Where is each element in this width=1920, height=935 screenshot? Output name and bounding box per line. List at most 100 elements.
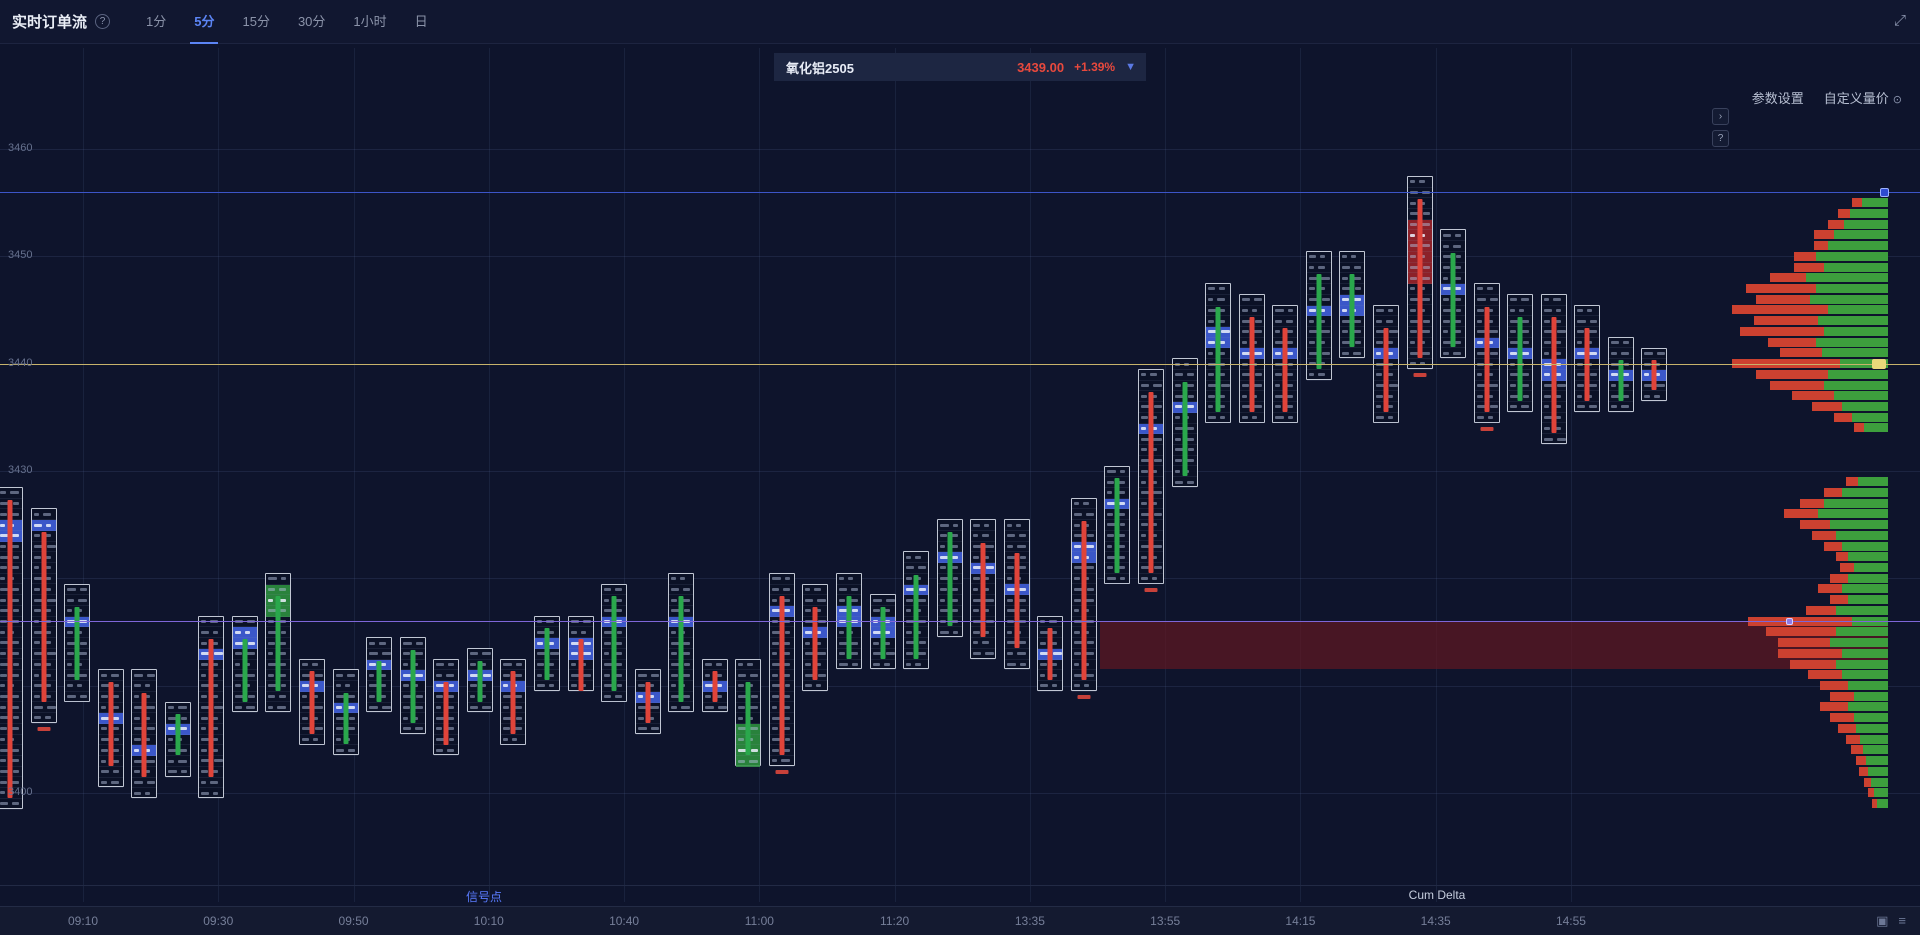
ask-volume-text [1353, 351, 1362, 355]
ask-volume-text [42, 512, 51, 516]
ask-volume-text [1251, 416, 1257, 420]
bid-volume-text [1308, 255, 1316, 259]
bid-volume-text [268, 705, 274, 709]
ask-volume-text [614, 673, 623, 677]
bid-volume-text [369, 641, 376, 645]
ask-volume-text [780, 598, 790, 602]
footprint-row [333, 745, 358, 757]
bid-volume-text [839, 630, 844, 634]
bid-volume-text [939, 566, 946, 570]
ask-volume-text [1454, 265, 1462, 269]
sell-volume-bar [1770, 273, 1806, 283]
custom-volume-price-button[interactable]: 自定义量价 ⊙ [1824, 88, 1902, 107]
bid-volume-text [1476, 416, 1484, 420]
panel-help-button[interactable]: ? [1712, 130, 1729, 147]
ask-volume-text [1287, 394, 1294, 398]
bid-volume-text [402, 695, 412, 699]
ask-volume-text [1152, 523, 1158, 527]
footprint-row [65, 692, 90, 703]
help-icon[interactable]: ? [95, 14, 111, 29]
volume-profile-row [1780, 348, 1888, 358]
ask-volume-text [580, 630, 586, 634]
menu-icon[interactable]: ≡ [1898, 913, 1906, 928]
ask-volume-text [650, 727, 659, 731]
ask-volume-text [1521, 405, 1530, 409]
ask-volume-text [1118, 534, 1126, 538]
buy-volume-bar [1824, 380, 1888, 390]
tab-interval-5[interactable]: 日 [414, 13, 428, 29]
ask-volume-text [80, 641, 88, 645]
ask-volume-text [848, 577, 853, 581]
ask-volume-text [10, 598, 19, 602]
ask-volume-text [1217, 405, 1226, 409]
tab-interval-1[interactable]: 5分 [190, 0, 219, 44]
top-bar: 实时订单流 ? 1分 5分 15分 30分 1小时日 ⤢ [0, 0, 1920, 44]
ask-volume-text [948, 598, 958, 602]
bid-volume-text [167, 716, 177, 720]
bid-volume-text [201, 780, 207, 784]
bid-volume-text [134, 727, 144, 731]
bid-volume-text [637, 716, 644, 720]
bid-volume-text [469, 663, 476, 667]
footprint-row [266, 584, 291, 596]
bid-volume-text [1174, 459, 1182, 463]
ask-volume-text [649, 705, 659, 709]
collapse-panel-button[interactable]: › [1712, 108, 1729, 125]
bid-volume-text [1174, 384, 1181, 388]
ask-volume-text [415, 641, 423, 645]
sell-volume-bar [1824, 487, 1842, 497]
orderflow-chart[interactable]: 3460 3450 3440 3430 3400 [0, 44, 1920, 906]
volume-profile-row [1770, 273, 1888, 283]
ask-volume-text [750, 727, 759, 731]
snapshot-icon[interactable]: ▣ [1876, 913, 1889, 928]
bid-volume-text [1241, 394, 1247, 398]
bid-volume-text [1241, 330, 1249, 334]
footprint-row [1306, 370, 1331, 381]
ask-volume-text [111, 748, 119, 752]
ask-volume-text [1083, 630, 1089, 634]
ask-volume-text [1320, 330, 1330, 334]
volume-profile-row [1868, 788, 1888, 798]
bid-volume-text [839, 577, 844, 581]
ask-volume-text [1622, 341, 1629, 345]
bid-volume-text [1241, 373, 1251, 377]
time-gridline [759, 48, 761, 902]
buy-volume-bar [1858, 477, 1888, 487]
bid-volume-text [134, 673, 144, 677]
footprint-row [31, 520, 56, 531]
tab-interval-2[interactable]: 15分 [242, 13, 270, 29]
bid-volume-text [268, 652, 274, 656]
ask-volume-text [1523, 341, 1530, 345]
ask-volume-text [1321, 298, 1330, 302]
footprint-cluster [0, 486, 23, 810]
footprint-cluster [500, 658, 527, 746]
bid-volume-text [0, 737, 5, 741]
tab-interval-3[interactable]: 30分 [297, 13, 326, 29]
ask-volume-text [814, 587, 822, 591]
fullscreen-icon[interactable]: ⤢ [1893, 12, 1906, 29]
bid-volume-text [973, 566, 983, 570]
bid-volume-text [738, 705, 746, 709]
bid-volume-text [1476, 287, 1483, 291]
sell-volume-bar [1768, 337, 1816, 347]
footprint-row [1105, 574, 1130, 585]
tab-interval-0[interactable]: 1分 [146, 13, 167, 29]
params-settings-button[interactable]: 参数设置 [1751, 91, 1804, 106]
bid-volume-text [167, 727, 175, 731]
bid-volume-text [369, 663, 377, 666]
chevron-down-icon[interactable]: ▼ [1125, 61, 1136, 73]
footprint-row [635, 670, 660, 682]
ask-volume-text [851, 641, 858, 645]
ask-volume-text [1386, 341, 1393, 345]
footprint-row [467, 692, 492, 703]
bid-volume-text [1073, 630, 1080, 634]
ask-volume-text [751, 748, 759, 752]
volume-profile-row [1836, 552, 1888, 562]
ask-volume-text [852, 609, 858, 613]
footprint-cluster [1205, 283, 1232, 424]
ask-volume-text [1589, 405, 1598, 409]
instrument-selector[interactable]: 氧化铝2505 3439.00 +1.39% ▼ [774, 53, 1146, 81]
tab-interval-4[interactable]: 1小时 [353, 13, 387, 29]
bid-volume-text [33, 716, 41, 720]
ask-volume-text [915, 555, 922, 559]
